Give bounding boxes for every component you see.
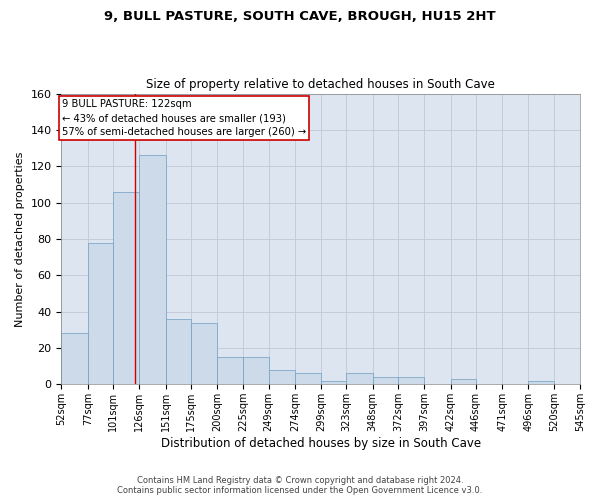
Text: 9, BULL PASTURE, SOUTH CAVE, BROUGH, HU15 2HT: 9, BULL PASTURE, SOUTH CAVE, BROUGH, HU1… xyxy=(104,10,496,23)
Title: Size of property relative to detached houses in South Cave: Size of property relative to detached ho… xyxy=(146,78,495,91)
Bar xyxy=(373,377,398,384)
Bar xyxy=(61,334,88,384)
Bar xyxy=(451,379,476,384)
Bar xyxy=(244,357,269,384)
Bar xyxy=(191,322,217,384)
Bar xyxy=(295,374,321,384)
Y-axis label: Number of detached properties: Number of detached properties xyxy=(15,151,25,326)
Bar xyxy=(529,380,554,384)
Bar xyxy=(398,377,424,384)
Bar xyxy=(139,156,166,384)
Text: Contains HM Land Registry data © Crown copyright and database right 2024.
Contai: Contains HM Land Registry data © Crown c… xyxy=(118,476,482,495)
Bar xyxy=(321,380,346,384)
Text: 9 BULL PASTURE: 122sqm
← 43% of detached houses are smaller (193)
57% of semi-de: 9 BULL PASTURE: 122sqm ← 43% of detached… xyxy=(62,99,306,137)
Bar xyxy=(269,370,295,384)
X-axis label: Distribution of detached houses by size in South Cave: Distribution of detached houses by size … xyxy=(161,437,481,450)
Bar xyxy=(88,242,113,384)
Bar xyxy=(346,374,373,384)
Bar xyxy=(217,357,244,384)
Bar xyxy=(166,319,191,384)
Bar xyxy=(580,380,600,384)
Bar xyxy=(113,192,139,384)
